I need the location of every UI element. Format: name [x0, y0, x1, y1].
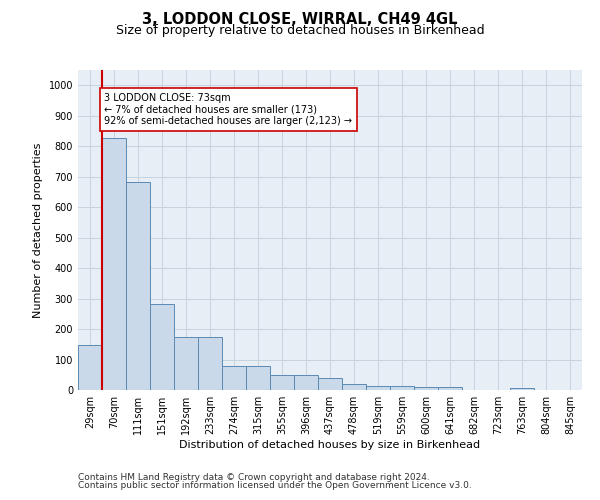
Bar — [126, 182, 150, 390]
Y-axis label: Number of detached properties: Number of detached properties — [33, 142, 43, 318]
Text: Contains HM Land Registry data © Crown copyright and database right 2024.: Contains HM Land Registry data © Crown c… — [78, 474, 430, 482]
Bar — [366, 386, 390, 390]
Bar — [78, 345, 102, 390]
Text: 3, LODDON CLOSE, WIRRAL, CH49 4GL: 3, LODDON CLOSE, WIRRAL, CH49 4GL — [142, 12, 458, 28]
Bar — [102, 138, 126, 390]
Bar — [174, 338, 198, 390]
Text: 3 LODDON CLOSE: 73sqm
← 7% of detached houses are smaller (173)
92% of semi-deta: 3 LODDON CLOSE: 73sqm ← 7% of detached h… — [104, 93, 352, 126]
Bar — [294, 375, 318, 390]
Bar — [246, 366, 270, 390]
Bar — [510, 388, 534, 390]
Bar — [390, 386, 414, 390]
Text: Size of property relative to detached houses in Birkenhead: Size of property relative to detached ho… — [116, 24, 484, 37]
Bar — [318, 378, 342, 390]
X-axis label: Distribution of detached houses by size in Birkenhead: Distribution of detached houses by size … — [179, 440, 481, 450]
Bar — [150, 304, 174, 390]
Bar — [198, 338, 222, 390]
Bar — [438, 387, 462, 390]
Bar — [414, 387, 438, 390]
Bar — [222, 366, 246, 390]
Text: Contains public sector information licensed under the Open Government Licence v3: Contains public sector information licen… — [78, 481, 472, 490]
Bar — [342, 384, 366, 390]
Bar — [270, 375, 294, 390]
